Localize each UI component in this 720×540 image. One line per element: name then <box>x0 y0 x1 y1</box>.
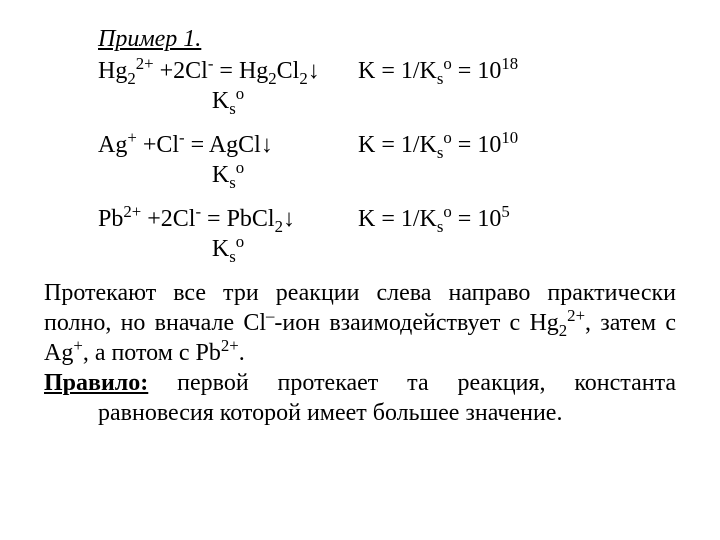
equation-kso: Kso <box>98 234 358 264</box>
equation-k: K = 1/Kso = 1018 <box>358 56 518 86</box>
body-paragraph: Протекают все три реакции слева направо … <box>44 278 676 368</box>
rule-text: первой протекает та реакция, константа р… <box>98 370 676 426</box>
equation-kso: Kso <box>98 160 358 190</box>
example-title: Пример 1. <box>98 24 676 54</box>
page: Пример 1. Hg22+ +2Cl- = Hg2Cl2↓ K = 1/Ks… <box>0 0 720 452</box>
rule-paragraph: Правило: первой протекает та реакция, ко… <box>44 368 676 428</box>
rule-label: Правило: <box>44 370 148 396</box>
equation-kso: Kso <box>98 86 358 116</box>
equation-k: K = 1/Kso = 1010 <box>358 130 518 160</box>
equation-block-1: Hg22+ +2Cl- = Hg2Cl2↓ K = 1/Kso = 1018 K… <box>98 56 676 116</box>
equation-k: K = 1/Kso = 105 <box>358 204 510 234</box>
equation-block-3: Pb2+ +2Cl- = PbCl2↓ K = 1/Kso = 105 Kso <box>98 204 676 264</box>
equation-block-2: Ag+ +Cl- = AgCl↓ K = 1/Kso = 1010 Kso <box>98 130 676 190</box>
equation-lhs: Ag+ +Cl- = AgCl↓ <box>98 130 358 160</box>
equation-lhs: Hg22+ +2Cl- = Hg2Cl2↓ <box>98 56 358 86</box>
equation-lhs: Pb2+ +2Cl- = PbCl2↓ <box>98 204 358 234</box>
